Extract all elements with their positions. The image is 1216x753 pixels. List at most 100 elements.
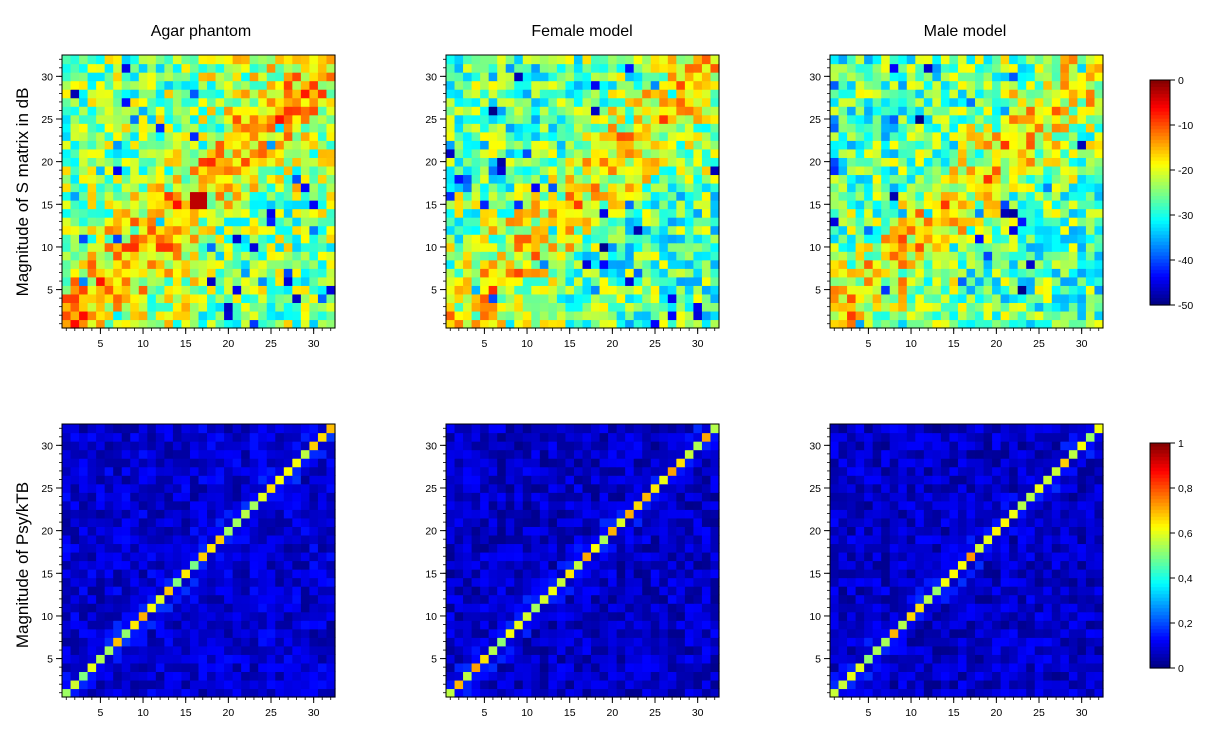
heatmap-cell bbox=[317, 259, 328, 269]
heatmap-cell bbox=[147, 89, 157, 99]
heatmap-cell bbox=[940, 319, 951, 329]
heatmap-cell bbox=[104, 276, 114, 286]
heatmap-cell bbox=[1000, 251, 1010, 261]
heatmap-cell bbox=[1051, 200, 1061, 210]
heatmap-cell bbox=[317, 475, 328, 485]
heatmap-cell bbox=[983, 97, 993, 107]
heatmap-cell bbox=[164, 131, 174, 141]
heatmap-cell bbox=[625, 594, 635, 604]
heatmap-cell bbox=[957, 285, 968, 295]
heatmap-cell bbox=[1051, 148, 1061, 158]
heatmap-cell bbox=[113, 251, 123, 261]
heatmap-cell bbox=[79, 72, 89, 82]
heatmap-cell bbox=[522, 620, 532, 630]
heatmap-cell bbox=[62, 458, 72, 468]
heatmap-cell bbox=[1085, 89, 1096, 99]
heatmap-cell bbox=[121, 611, 131, 621]
heatmap-cell bbox=[121, 586, 131, 596]
heatmap-cell bbox=[659, 80, 669, 90]
heatmap-cell bbox=[147, 182, 157, 193]
heatmap-cell bbox=[326, 654, 336, 664]
heatmap-cell bbox=[556, 276, 567, 286]
heatmap-cell bbox=[164, 594, 174, 604]
heatmap-cell bbox=[258, 242, 268, 252]
heatmap-cell bbox=[113, 259, 123, 269]
heatmap-cell bbox=[650, 140, 660, 150]
heatmap-cell bbox=[633, 80, 643, 90]
heatmap-cell bbox=[62, 526, 72, 536]
heatmap-cell bbox=[889, 191, 899, 201]
heatmap-cell bbox=[283, 191, 293, 201]
heatmap-cell bbox=[79, 89, 89, 99]
heatmap-cell bbox=[258, 645, 268, 655]
heatmap-cell bbox=[983, 208, 993, 218]
heatmap-cell bbox=[1060, 165, 1070, 176]
heatmap-cell bbox=[326, 165, 336, 176]
heatmap-cell bbox=[70, 500, 80, 510]
heatmap-cell bbox=[446, 285, 456, 295]
heatmap-cell bbox=[872, 89, 882, 99]
heatmap-cell bbox=[710, 234, 720, 244]
heatmap-cell bbox=[224, 586, 234, 596]
heatmap-cell bbox=[1051, 106, 1061, 116]
heatmap-cell bbox=[855, 106, 865, 116]
heatmap-cell bbox=[693, 285, 703, 295]
heatmap-cell bbox=[923, 174, 933, 184]
heatmap-cell bbox=[497, 251, 507, 261]
heatmap-cell bbox=[446, 560, 456, 570]
heatmap-cell bbox=[1077, 89, 1087, 99]
heatmap-cell bbox=[591, 234, 601, 244]
heatmap-cell bbox=[454, 319, 464, 329]
heatmap-cell bbox=[207, 449, 217, 459]
heatmap-cell bbox=[531, 200, 541, 210]
heatmap-cell bbox=[215, 285, 225, 295]
heatmap-cell bbox=[957, 165, 968, 176]
heatmap-cell bbox=[292, 182, 302, 193]
heatmap-cell bbox=[693, 191, 703, 201]
heatmap-cell bbox=[531, 310, 541, 321]
heatmap-cell bbox=[147, 72, 157, 82]
heatmap-cell bbox=[96, 63, 106, 73]
heatmap-cell bbox=[172, 637, 183, 647]
heatmap-cell bbox=[1060, 293, 1070, 304]
heatmap-cell bbox=[164, 526, 174, 536]
heatmap-cell bbox=[292, 449, 302, 459]
heatmap-cell bbox=[309, 191, 319, 201]
heatmap-cell bbox=[172, 191, 183, 201]
heatmap-cell bbox=[616, 628, 626, 638]
heatmap-cell bbox=[659, 131, 669, 141]
heatmap-cell bbox=[650, 123, 660, 133]
heatmap-cell bbox=[326, 449, 336, 459]
heatmap-cell bbox=[881, 191, 891, 201]
heatmap-cell bbox=[164, 543, 174, 553]
heatmap-cell bbox=[966, 165, 976, 176]
heatmap-cell bbox=[70, 492, 80, 502]
heatmap-cell bbox=[701, 165, 712, 176]
heatmap-cell bbox=[565, 165, 575, 176]
heatmap-cell bbox=[539, 208, 549, 218]
heatmap-cell bbox=[710, 645, 720, 655]
heatmap-cell bbox=[497, 123, 507, 133]
heatmap-cell bbox=[591, 63, 601, 73]
heatmap-cell bbox=[104, 140, 114, 150]
heatmap-cell bbox=[701, 637, 712, 647]
heatmap-cell bbox=[992, 319, 1002, 329]
heatmap-cell bbox=[1034, 302, 1044, 312]
heatmap-cell bbox=[480, 131, 490, 141]
heatmap-cell bbox=[224, 165, 234, 176]
heatmap-cell bbox=[224, 628, 234, 638]
heatmap-cell bbox=[667, 234, 677, 244]
heatmap-cell bbox=[1043, 157, 1053, 167]
heatmap-cell bbox=[138, 432, 148, 442]
heatmap-cell bbox=[172, 458, 183, 468]
heatmap-cell bbox=[642, 259, 652, 269]
heatmap-cell bbox=[275, 123, 285, 133]
heatmap-cell bbox=[309, 55, 319, 65]
heatmap-cell bbox=[983, 63, 993, 73]
heatmap-cell bbox=[275, 688, 285, 698]
heatmap-cell bbox=[625, 293, 635, 304]
heatmap-cell bbox=[87, 662, 97, 673]
heatmap-cell bbox=[258, 517, 268, 527]
heatmap-cell bbox=[79, 97, 89, 107]
heatmap-cell bbox=[625, 569, 635, 579]
